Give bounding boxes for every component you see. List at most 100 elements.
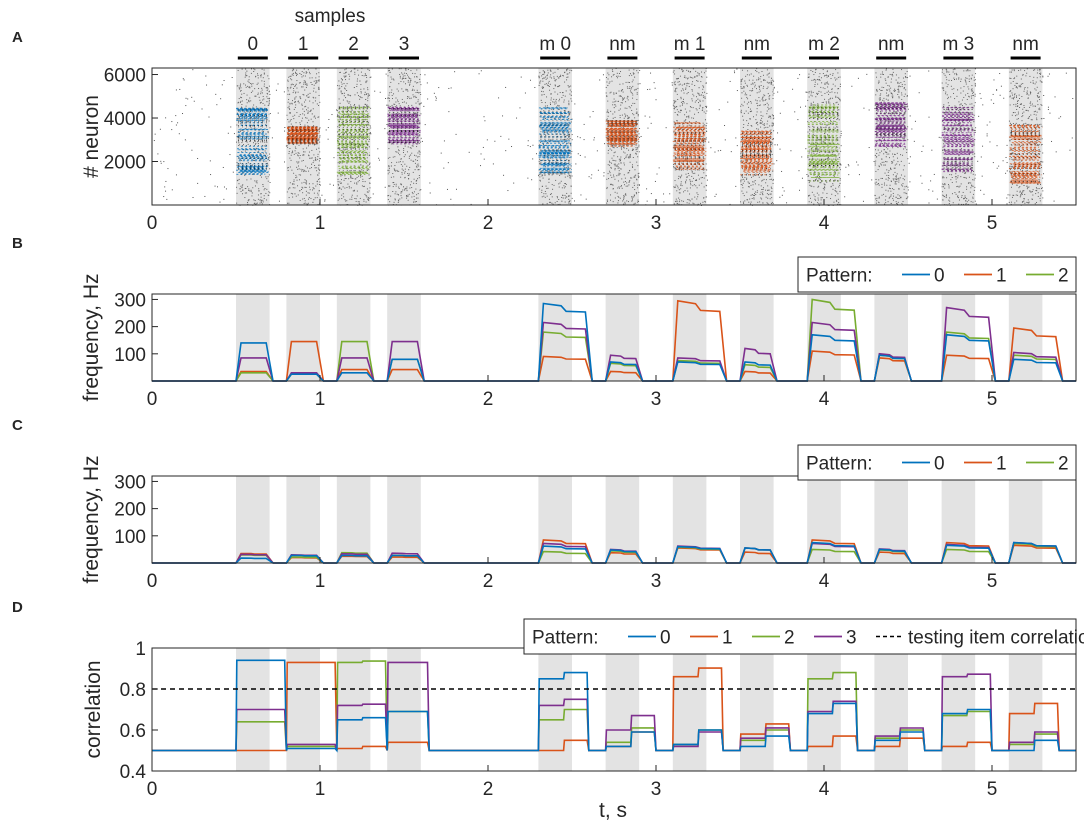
- spike: [409, 81, 411, 83]
- spike: [314, 115, 316, 117]
- spike: [295, 174, 297, 176]
- spike: [254, 127, 256, 129]
- spike: [622, 97, 624, 99]
- spike: [814, 81, 816, 83]
- spike: [289, 166, 291, 168]
- spike: [295, 83, 297, 85]
- spike: [185, 105, 187, 107]
- spike: [639, 128, 641, 130]
- spike: [628, 116, 630, 118]
- spike: [636, 92, 638, 94]
- spike: [260, 93, 262, 95]
- spike: [740, 159, 742, 161]
- spike: [771, 114, 773, 116]
- spike: [292, 68, 294, 70]
- spike: [357, 181, 359, 183]
- spike: [398, 149, 400, 151]
- spike: [596, 150, 598, 152]
- spike: [354, 198, 356, 200]
- spike: [568, 86, 570, 88]
- spike: [542, 86, 544, 88]
- spike: [688, 124, 690, 126]
- spike: [251, 124, 253, 126]
- spike: [549, 161, 551, 163]
- spike: [914, 120, 916, 122]
- spike: [753, 156, 755, 158]
- spike: [367, 105, 369, 107]
- spike: [687, 190, 689, 192]
- spike: [343, 152, 345, 154]
- spike: [159, 128, 161, 130]
- spike: [746, 177, 748, 179]
- spike: [215, 93, 217, 95]
- spike: [184, 139, 186, 141]
- spike: [566, 143, 568, 145]
- spike: [610, 174, 612, 176]
- spike: [418, 122, 420, 124]
- spike: [245, 127, 247, 129]
- spike: [615, 105, 617, 107]
- spike: [309, 73, 311, 75]
- spike: [407, 146, 409, 148]
- spike: [260, 74, 262, 76]
- spike: [309, 111, 311, 113]
- spike: [677, 185, 679, 187]
- spike: [702, 86, 704, 88]
- spike: [1043, 95, 1045, 97]
- spike: [839, 163, 841, 165]
- spike: [552, 188, 554, 190]
- spike: [632, 186, 634, 188]
- spike: [812, 104, 814, 106]
- spike: [637, 187, 639, 189]
- spike: [419, 74, 421, 76]
- spike: [696, 109, 698, 111]
- spike: [378, 157, 380, 159]
- spike: [703, 169, 705, 171]
- spike: [691, 170, 693, 172]
- spike: [236, 112, 238, 114]
- spike: [1036, 119, 1038, 121]
- spike: [350, 187, 352, 189]
- spike: [369, 187, 371, 189]
- spike: [608, 112, 610, 114]
- spike: [545, 185, 547, 187]
- spike: [405, 88, 407, 90]
- spike: [550, 74, 552, 76]
- spike: [311, 167, 313, 169]
- spike: [566, 196, 568, 198]
- spike: [356, 85, 358, 87]
- spike: [832, 73, 834, 75]
- spike: [258, 130, 260, 132]
- spike: [365, 110, 367, 112]
- spike: [289, 87, 291, 89]
- spike: [613, 98, 615, 100]
- spike: [606, 186, 608, 188]
- spike: [247, 162, 249, 164]
- spike: [220, 98, 222, 100]
- spike: [260, 201, 262, 203]
- spike: [160, 162, 162, 164]
- spike: [629, 90, 631, 92]
- spike: [548, 198, 550, 200]
- spike: [552, 155, 554, 157]
- spike: [414, 162, 416, 164]
- spike: [624, 152, 626, 154]
- spike: [409, 98, 411, 100]
- spike: [392, 186, 394, 188]
- spike: [258, 113, 260, 115]
- spike: [746, 74, 748, 76]
- spike: [702, 88, 704, 90]
- spike: [309, 143, 311, 145]
- stimulus-label: 3: [399, 34, 410, 55]
- spike: [420, 84, 422, 86]
- spike: [549, 172, 551, 174]
- spike: [396, 193, 398, 195]
- spike: [813, 194, 815, 196]
- spike: [693, 184, 695, 186]
- spike: [743, 112, 745, 114]
- spike: [767, 108, 769, 110]
- spike: [402, 77, 404, 79]
- spike: [685, 111, 687, 113]
- spike: [625, 155, 627, 157]
- spike: [619, 75, 621, 77]
